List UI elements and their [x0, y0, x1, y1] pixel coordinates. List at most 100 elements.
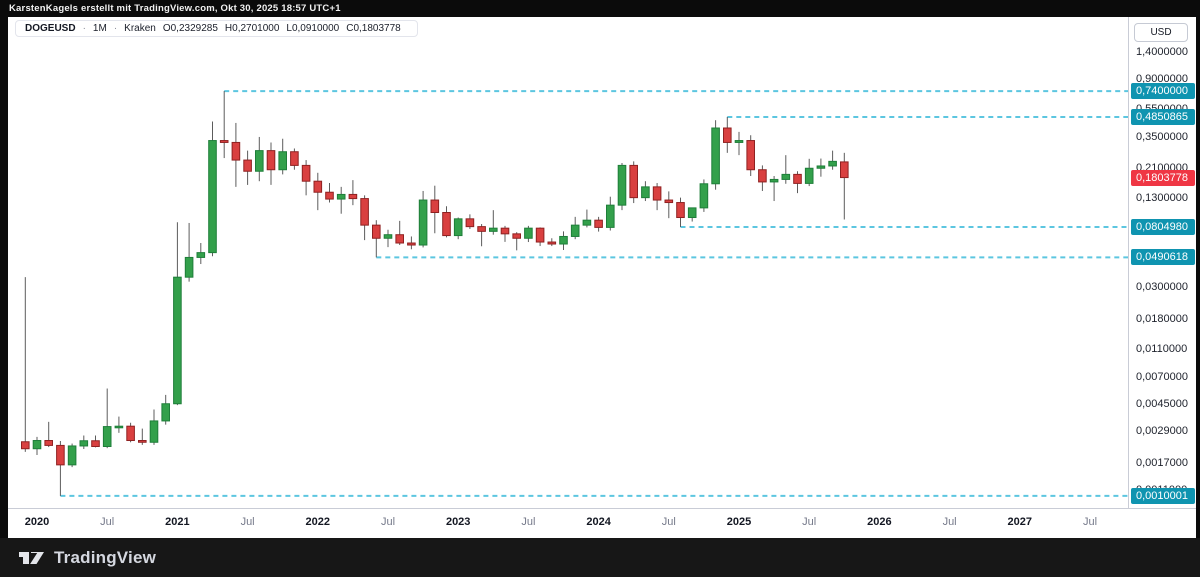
candle-2020-11[interactable] [149, 409, 159, 445]
candle-2021-06[interactable] [231, 122, 241, 187]
candle-2024-04[interactable] [629, 161, 639, 204]
candle-2020-06[interactable] [91, 435, 100, 448]
time-axis-label[interactable]: Jul [802, 516, 817, 528]
candle-2022-12[interactable] [442, 206, 451, 238]
time-axis-label[interactable]: Jul [1082, 516, 1098, 528]
candle-body [629, 164, 639, 199]
time-axis-label[interactable]: 2024 [586, 516, 611, 528]
candle-2024-09[interactable] [687, 207, 697, 222]
time-axis[interactable]: 2020 Jul 2021 Jul 2022 Jul 2023 Jul 2024 Jul 2025 J… [8, 508, 1196, 539]
candle-2023-08[interactable] [535, 227, 545, 247]
candle-2021-07[interactable] [243, 150, 252, 185]
candle-2023-05[interactable] [500, 225, 510, 242]
candle-body [723, 127, 732, 143]
candle-2023-02[interactable] [465, 214, 475, 229]
candle-2025-06[interactable] [793, 171, 802, 194]
tradingview-brand-text[interactable]: TradingView [54, 547, 157, 567]
candle-2022-09[interactable] [407, 236, 416, 250]
candle-body [21, 441, 30, 450]
candle-2023-06[interactable] [512, 232, 521, 251]
candle-2022-06[interactable] [372, 220, 381, 258]
candle-2025-02[interactable] [746, 135, 756, 177]
candle-2020-12[interactable] [161, 394, 170, 425]
price-axis[interactable]: USD 1,40000000,90000000,55000000,3500000… [1128, 17, 1197, 508]
candle-2025-01[interactable] [734, 131, 744, 156]
candle-2024-08[interactable] [676, 197, 685, 228]
candle-2025-09[interactable] [828, 150, 837, 170]
candle-2023-04[interactable] [489, 210, 498, 235]
candle-2020-08[interactable] [114, 416, 124, 433]
time-axis-label[interactable]: 2027 [1007, 516, 1033, 528]
candle-2024-07[interactable] [664, 191, 674, 219]
candle-2022-04[interactable] [348, 180, 358, 206]
candle-2024-01[interactable] [594, 216, 603, 232]
candle-2022-07[interactable] [383, 229, 393, 248]
time-axis-label[interactable]: Jul [661, 516, 676, 528]
candle-2021-04[interactable] [208, 121, 217, 257]
candle-2021-01[interactable] [173, 222, 182, 406]
time-axis-label[interactable]: Jul [100, 516, 115, 528]
time-axis-label[interactable]: 2026 [867, 516, 892, 528]
candle-2025-08[interactable] [816, 158, 826, 177]
candle-2023-03[interactable] [477, 224, 486, 247]
candle-2024-12[interactable] [723, 116, 732, 153]
candle-2022-10[interactable] [418, 190, 428, 248]
candle-2020-01[interactable] [32, 436, 42, 455]
time-axis-label[interactable]: 2025 [726, 516, 752, 528]
candle-2025-10[interactable] [840, 152, 849, 220]
candle-2024-03[interactable] [617, 162, 627, 211]
candle-2022-08[interactable] [395, 220, 404, 246]
candle-2024-05[interactable] [641, 181, 650, 202]
candlestick-chart[interactable] [8, 17, 1128, 508]
candle-2021-09[interactable] [266, 142, 276, 185]
interval-label[interactable]: 1M [92, 23, 107, 34]
symbol-legend[interactable]: DOGEUSD · 1M · Kraken O0,2329285 H0,27010… [15, 20, 418, 37]
candle-2019-12[interactable] [21, 277, 30, 452]
candle-2025-04[interactable] [769, 176, 779, 202]
time-axis-label[interactable]: Jul [380, 516, 396, 528]
candle-2021-08[interactable] [255, 136, 264, 182]
candle-2023-07[interactable] [524, 225, 533, 243]
candle-2020-04[interactable] [67, 443, 77, 468]
candle-2025-07[interactable] [804, 158, 814, 187]
candle-2020-05[interactable] [79, 435, 89, 450]
candle-2023-10[interactable] [559, 231, 568, 251]
currency-unit-button[interactable]: USD [1134, 23, 1188, 42]
time-axis-label[interactable]: 2021 [165, 516, 190, 528]
candle-2023-01[interactable] [453, 217, 463, 240]
candle-2022-03[interactable] [336, 186, 346, 214]
candle-2021-05[interactable] [219, 91, 229, 159]
candle-2021-03[interactable] [196, 243, 206, 265]
candle-2022-02[interactable] [325, 183, 334, 203]
time-axis-label[interactable]: Jul [521, 516, 536, 528]
candle-body [781, 173, 791, 180]
time-axis-label[interactable]: 2023 [445, 516, 471, 528]
time-axis-label[interactable]: Jul [240, 516, 255, 528]
candle-2023-11[interactable] [570, 216, 580, 240]
symbol-name[interactable]: DOGEUSD [25, 23, 76, 34]
candle-2023-09[interactable] [547, 238, 557, 247]
candle-2021-10[interactable] [278, 138, 287, 175]
tradingview-logo-icon[interactable] [18, 547, 46, 569]
candle-2024-06[interactable] [652, 183, 662, 211]
candle-2022-05[interactable] [360, 195, 369, 241]
candle-2020-07[interactable] [102, 388, 112, 449]
time-axis-label[interactable]: 2020 [24, 516, 50, 528]
candle-2025-05[interactable] [781, 155, 791, 184]
candle-2020-03[interactable] [56, 441, 65, 496]
candle-2021-11[interactable] [290, 148, 299, 170]
candle-2022-11[interactable] [430, 185, 440, 234]
candle-2024-02[interactable] [606, 196, 615, 231]
candle-2020-10[interactable] [138, 428, 147, 445]
candle-2024-10[interactable] [699, 179, 709, 212]
candle-2025-03[interactable] [758, 165, 767, 191]
candle-2020-09[interactable] [126, 422, 135, 443]
candle-2021-12[interactable] [301, 160, 311, 196]
candle-2020-02[interactable] [44, 421, 54, 448]
candle-2022-01[interactable] [313, 172, 323, 211]
candle-2021-02[interactable] [184, 222, 194, 282]
time-axis-label[interactable]: Jul [942, 516, 957, 528]
candle-2024-11[interactable] [711, 120, 720, 190]
candle-2023-12[interactable] [582, 209, 592, 228]
time-axis-label[interactable]: 2022 [305, 516, 331, 528]
